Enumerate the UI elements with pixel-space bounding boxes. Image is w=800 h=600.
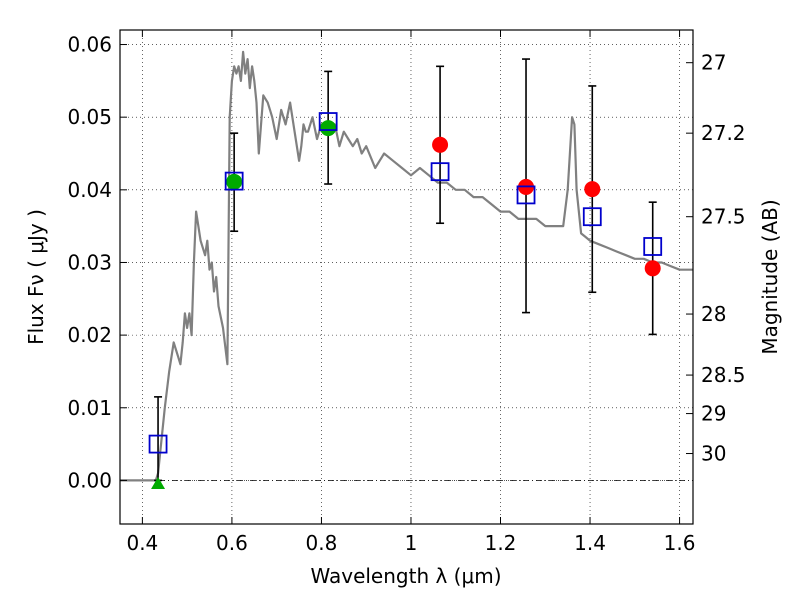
y-tick-label: 0.01 <box>67 396 112 420</box>
y-tick-label: 0.03 <box>67 250 112 274</box>
y-tick-label: 0.00 <box>67 468 112 492</box>
model-flux-marker <box>430 162 450 182</box>
detection-point <box>226 173 243 190</box>
y-tick-label: 0.04 <box>67 178 112 202</box>
observed-point <box>584 181 601 198</box>
model-flux-marker <box>643 237 663 256</box>
magnitude-tick-label: 27.2 <box>701 121 746 145</box>
model-flux-marker <box>516 185 536 205</box>
upper-limit-marker <box>151 477 166 490</box>
model-flux-marker <box>148 434 168 454</box>
y-axis-label: Flux Fν ( μJy ) <box>24 209 48 345</box>
x-tick-label: 1.6 <box>664 531 696 555</box>
magnitude-tick-label: 29 <box>701 402 726 426</box>
x-tick-label: 1.4 <box>574 531 606 555</box>
model-flux-markers <box>148 112 663 454</box>
x-tick-label: 1 <box>405 531 418 555</box>
detection-markers <box>226 120 337 190</box>
magnitude-tick-label: 28.5 <box>701 363 746 387</box>
magnitude-tick-labels: 27 27.2 27.5 28 28.5 29 30 <box>701 51 746 466</box>
x-axis-label: Wavelength λ (μm) <box>310 564 501 588</box>
model-flux-marker <box>582 207 602 227</box>
magnitude-tick-label: 27.5 <box>701 205 746 229</box>
axis-ticks <box>120 30 693 524</box>
y-tick-labels: 0.00 0.01 0.02 0.03 0.04 0.05 0.06 <box>67 33 112 493</box>
x-tick-label: 0.4 <box>126 531 158 555</box>
spectrum-line <box>120 50 693 482</box>
x-tick-label: 0.6 <box>216 531 248 555</box>
model-flux-marker <box>224 171 244 191</box>
model-spectrum <box>120 50 693 482</box>
magnitude-axis-label: Magnitude (AB) <box>758 199 782 354</box>
y-tick-label: 0.06 <box>67 33 112 57</box>
upper-limit-markers <box>151 477 166 490</box>
x-tick-label: 1.2 <box>485 531 517 555</box>
plot-frame <box>119 29 694 525</box>
detection-point <box>320 120 337 137</box>
magnitude-tick-label: 27 <box>701 51 726 75</box>
model-flux-marker <box>318 112 338 131</box>
x-tick-label: 0.8 <box>306 531 338 555</box>
magnitude-tick-label: 30 <box>701 442 726 466</box>
y-tick-label: 0.05 <box>67 105 112 129</box>
magnitude-tick-label: 28 <box>701 302 726 326</box>
x-tick-labels: 0.4 0.6 0.8 1 1.2 1.4 1.6 <box>126 531 695 555</box>
y-tick-label: 0.02 <box>67 323 112 347</box>
observed-point <box>432 136 449 153</box>
observed-point <box>644 260 661 277</box>
